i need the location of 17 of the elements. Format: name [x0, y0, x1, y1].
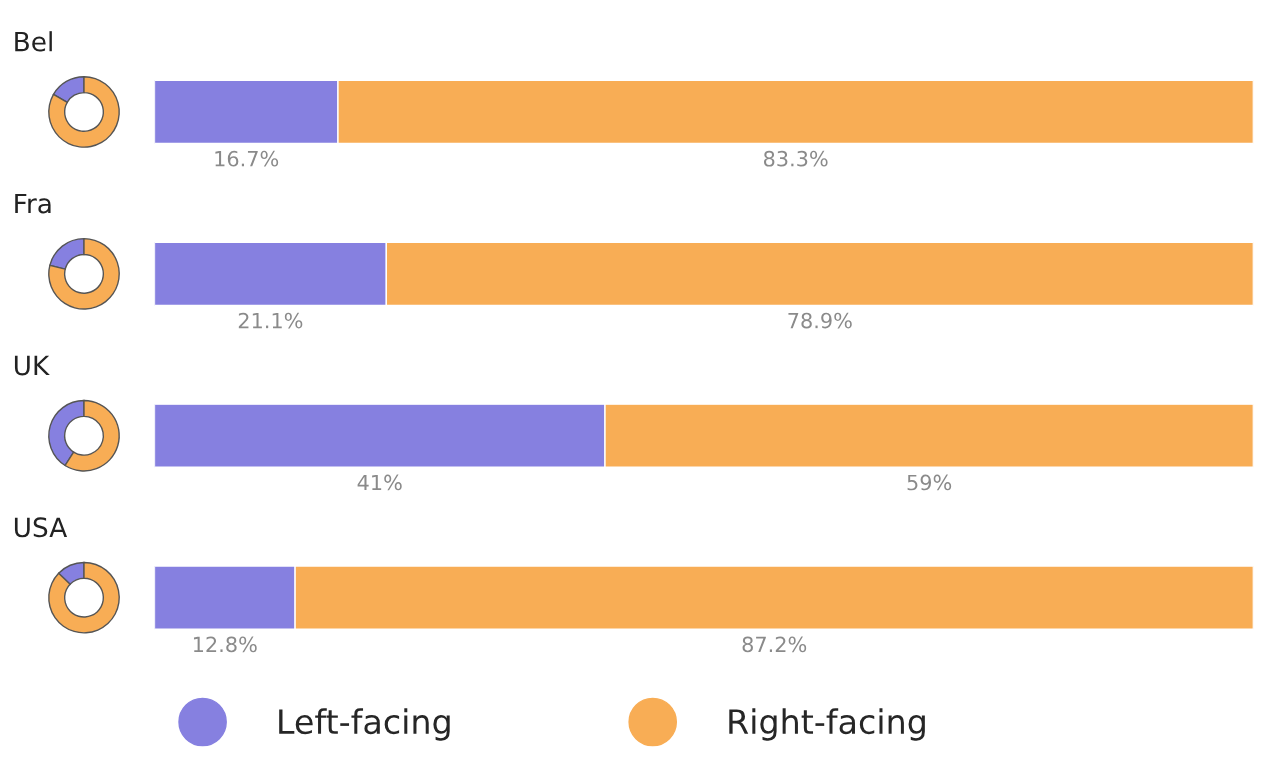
data-label: 16.7% [215, 150, 279, 167]
legend-label: Right-facing [729, 708, 925, 741]
data-label: 59% [907, 474, 952, 491]
data-label: 83.3% [763, 150, 828, 167]
y-tick-label: UK [14, 355, 50, 376]
data-label: 87.2% [742, 636, 807, 653]
donut-slice [48, 237, 120, 310]
y-tick-label: USA [14, 517, 68, 538]
y-tick-label: Fra [15, 193, 51, 214]
data-label: 41% [357, 474, 402, 491]
data-label: 21.1% [238, 312, 303, 329]
legend-label: Left-facing [279, 708, 450, 741]
data-label: 78.9% [788, 312, 852, 329]
data-label: 12.8% [193, 636, 257, 653]
y-tick-label: Bel [15, 31, 52, 52]
donut-slice [48, 76, 120, 148]
donut-slice [48, 561, 120, 634]
